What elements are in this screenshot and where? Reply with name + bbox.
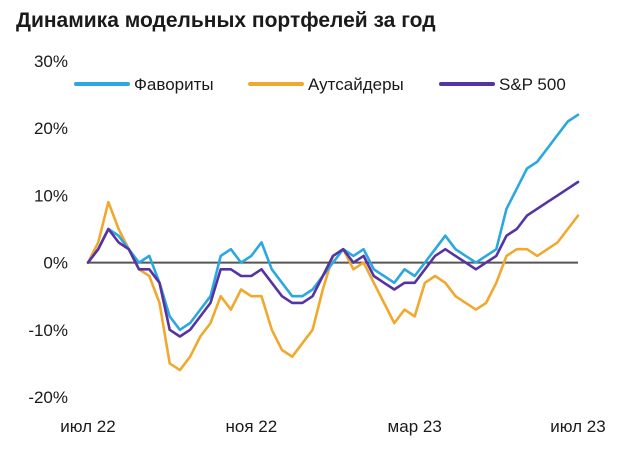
chart-title: Динамика модельных портфелей за год (16, 9, 436, 32)
y-tick-label: 20% (34, 119, 68, 138)
x-tick-label: ноя 22 (225, 417, 277, 436)
legend-label: S&P 500 (499, 75, 566, 94)
x-tick-label: мар 23 (388, 417, 442, 436)
y-axis-ticks: 30% 20% 10% 0% -10% -20% (28, 52, 68, 407)
x-tick-label: июл 23 (550, 417, 605, 436)
legend-label: Фавориты (134, 75, 214, 94)
legend[interactable]: Фавориты Аутсайдеры S&P 500 (74, 75, 566, 94)
x-axis-ticks: июл 22 ноя 22 мар 23 июл 23 (60, 417, 605, 436)
x-tick-label: июл 22 (60, 417, 115, 436)
legend-item[interactable]: S&P 500 (439, 75, 566, 94)
legend-item[interactable]: Аутсайдеры (248, 75, 404, 94)
y-tick-label: 10% (34, 186, 68, 205)
legend-label: Аутсайдеры (308, 75, 404, 94)
series-line-2 (86, 180, 580, 338)
y-tick-label: -20% (28, 388, 68, 407)
y-tick-label: -10% (28, 321, 68, 340)
series-line-0 (86, 113, 580, 332)
y-tick-label: 0% (43, 254, 68, 273)
series-lines (86, 113, 580, 372)
legend-item[interactable]: Фавориты (74, 75, 214, 94)
y-tick-label: 30% (34, 52, 68, 71)
